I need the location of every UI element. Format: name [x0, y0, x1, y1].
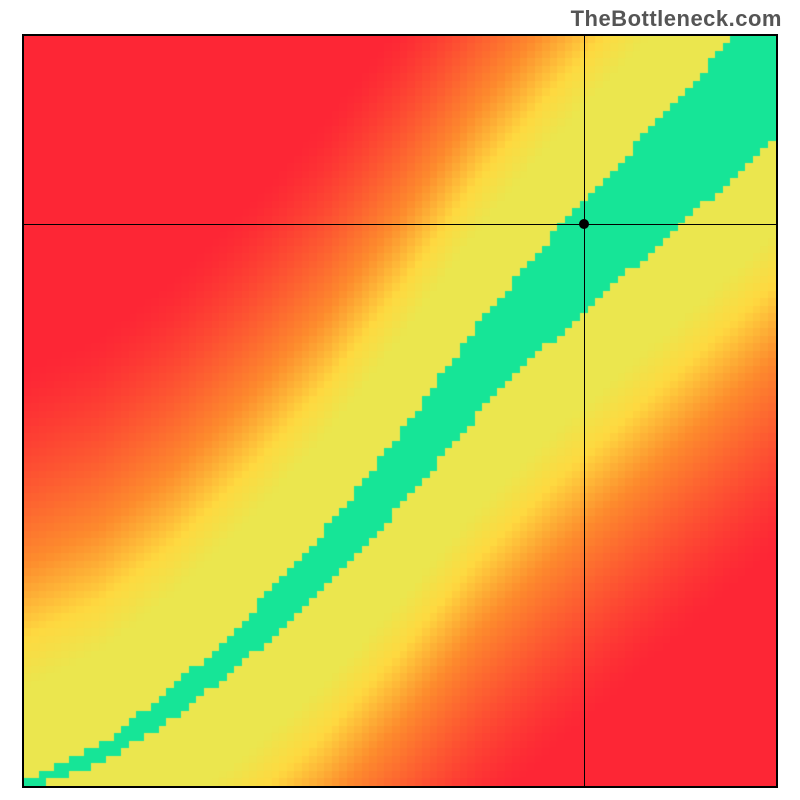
- crosshair-vertical: [584, 36, 585, 786]
- crosshair-horizontal: [24, 224, 776, 225]
- heatmap-canvas: [24, 36, 776, 786]
- watermark-text: TheBottleneck.com: [571, 6, 782, 32]
- bottleneck-heatmap: [22, 34, 778, 788]
- crosshair-marker: [579, 219, 589, 229]
